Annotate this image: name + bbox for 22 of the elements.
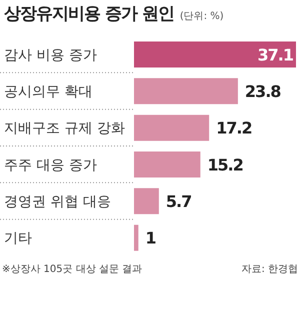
- bar: [134, 224, 138, 251]
- data-label: 37.1: [258, 45, 294, 64]
- data-label: 15.2: [207, 155, 243, 174]
- data-label: 1: [145, 228, 156, 248]
- bar: [134, 114, 210, 141]
- y-tick-label: 공시의무 확대: [4, 84, 92, 100]
- bar: [134, 78, 238, 104]
- data-label: 17.2: [216, 118, 252, 138]
- chart-subtitle: (단위: %): [180, 11, 224, 22]
- text: ※상장사 105곳 대상 설문 결과: [2, 263, 142, 276]
- bar: [134, 188, 159, 214]
- y-tick-label: 기타: [4, 230, 32, 247]
- chart-title: 상장유지비용 증가 원인: [4, 4, 174, 24]
- y-tick-label: 감사 비용 증가: [4, 47, 97, 64]
- bar: [134, 152, 200, 178]
- text: 자료: 한경협: [241, 263, 298, 276]
- data-label: 5.7: [166, 192, 192, 211]
- y-tick-label: 주주 대응 증가: [4, 157, 97, 174]
- y-tick-label: 지배구조 규제 강화: [4, 120, 125, 137]
- data-label: 23.8: [244, 82, 282, 101]
- y-tick-label: 경영권 위협 대응: [4, 194, 111, 210]
- bar: [134, 42, 296, 68]
